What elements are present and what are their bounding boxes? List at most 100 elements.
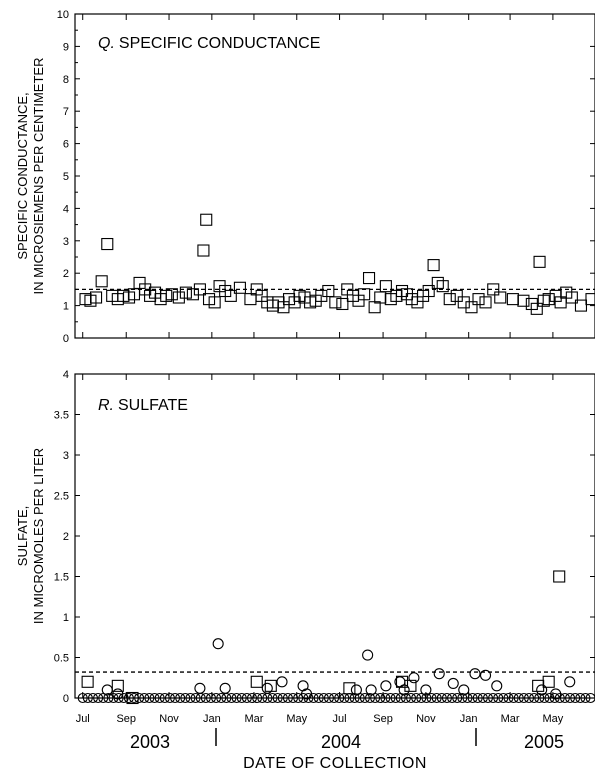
data-point-circle-zero [359, 692, 370, 704]
data-point-square [95, 275, 108, 288]
data-point-square [126, 691, 139, 705]
data-point-circle-zero [93, 692, 104, 704]
data-point-square [585, 293, 595, 306]
data-point-circle [420, 684, 432, 696]
data-point-square [343, 682, 356, 695]
data-point-square [250, 675, 263, 688]
panel-q-letter: Q. [98, 35, 115, 52]
panel-q-title-text: SPECIFIC CONDUCTANCE [119, 35, 321, 52]
data-point-circle-zero [154, 692, 165, 704]
data-point-circle [101, 684, 113, 696]
data-point-square [472, 293, 485, 306]
data-point-circle [536, 684, 548, 696]
y-tick-label: 0 [63, 333, 69, 345]
data-point-square [322, 284, 335, 298]
data-point-circle-zero [272, 692, 283, 704]
data-point-circle-zero [282, 692, 293, 704]
data-point-circle-zero [447, 692, 458, 704]
panel-r-title-text: SULFATE [118, 397, 188, 414]
data-point-circle [350, 684, 362, 696]
data-point-square [400, 288, 413, 301]
data-point-circle [276, 676, 288, 688]
data-point-circle-zero [313, 692, 324, 704]
data-point-circle-zero [82, 692, 93, 704]
y-tick-label: 0 [63, 693, 69, 705]
data-point-circle-zero [488, 692, 499, 704]
data-point-circle [362, 649, 374, 661]
data-point-circle-zero [236, 692, 247, 704]
data-point-square [208, 296, 221, 309]
data-point-circle-zero [267, 692, 278, 704]
panel-q-xaxis [82, 14, 554, 338]
data-point-square [465, 301, 478, 314]
data-point-circle [491, 680, 503, 692]
data-point-circle-zero [467, 692, 478, 704]
data-point-circle-zero [431, 692, 442, 704]
data-point-circle [458, 684, 470, 696]
data-point-circle-zero [508, 692, 519, 704]
data-point-square [450, 289, 463, 302]
panel-q-title: Q. SPECIFIC CONDUCTANCE [98, 35, 320, 52]
data-point-square [179, 286, 192, 299]
x-month-label: Mar [501, 713, 520, 725]
data-point-square [479, 296, 492, 309]
data-point-square [487, 283, 500, 296]
panel-r-frame [74, 373, 595, 699]
data-point-circle-zero [87, 692, 99, 704]
data-point-circle-zero [200, 692, 211, 704]
data-point-circle [301, 688, 313, 700]
data-point-circle-zero [103, 692, 114, 704]
y-tick-label: 10 [57, 9, 69, 21]
x-month-labels: Jul Sep Nov Jan Mar May Jul Sep Nov Jan Mar May [76, 713, 564, 725]
data-point-square [537, 294, 550, 307]
data-point-circle [112, 688, 124, 700]
data-point-circle-zero [416, 692, 427, 704]
panel-r-ylabel-line2: IN MICROMOLES PER LITER [31, 448, 46, 624]
data-point-circle [433, 668, 445, 680]
panel-r-letter: R. [98, 397, 114, 414]
data-point-circle-zero [226, 692, 237, 704]
panel-r: 0 0.5 1 1.5 2 2.5 3 3.5 4 R. SULFATE SULFATE, IN … [15, 369, 595, 705]
data-point-square [542, 293, 555, 306]
data-point-square [139, 283, 152, 296]
data-point-square [233, 281, 246, 294]
data-point-square [172, 291, 185, 304]
y-tick-label: 2 [63, 268, 69, 280]
data-point-circle-zero [544, 692, 555, 704]
data-point-square [197, 244, 210, 257]
data-point-circle-zero [257, 692, 268, 704]
data-point-square [436, 280, 449, 293]
data-point-square [533, 255, 546, 268]
data-point-circle-zero [436, 692, 447, 704]
panel-q-points [79, 213, 595, 315]
panel-r-points [81, 570, 576, 705]
data-point-circle-zero [385, 692, 396, 704]
data-point-circle-zero [216, 692, 227, 704]
data-point-square [329, 296, 342, 309]
data-point-square [200, 213, 213, 226]
x-year-labels: 2003 2004 2005 [130, 732, 564, 752]
data-point-circle [469, 668, 481, 680]
panel-q-ylabel-line1: SPECIFIC CONDUCTANCE, [15, 92, 30, 259]
data-point-circle-zero [375, 692, 386, 704]
data-point-circle-zero [139, 692, 150, 704]
data-point-square [395, 284, 409, 298]
y-tick-label: 2 [63, 531, 69, 543]
data-point-square [427, 259, 440, 272]
data-point-square [293, 289, 306, 302]
data-point-square [395, 675, 409, 688]
data-point-square [565, 291, 578, 304]
data-point-circle-zero [498, 692, 509, 704]
x-year-label: 2005 [524, 732, 564, 752]
y-tick-label: 8 [63, 74, 69, 86]
panel-q-yaxis: 0 1 2 3 4 5 6 7 8 9 10 [57, 9, 595, 345]
data-point-circle-zero [211, 692, 222, 704]
data-point-circle-zero [164, 692, 175, 704]
data-point-circle-zero [293, 692, 304, 704]
panel-r-ylabel-line1: SULFATE, [15, 506, 30, 566]
data-point-circle-zero [108, 692, 119, 704]
y-tick-label: 1 [63, 612, 69, 624]
data-point-circle-zero [575, 692, 586, 704]
data-point-circle-zero [77, 692, 88, 704]
